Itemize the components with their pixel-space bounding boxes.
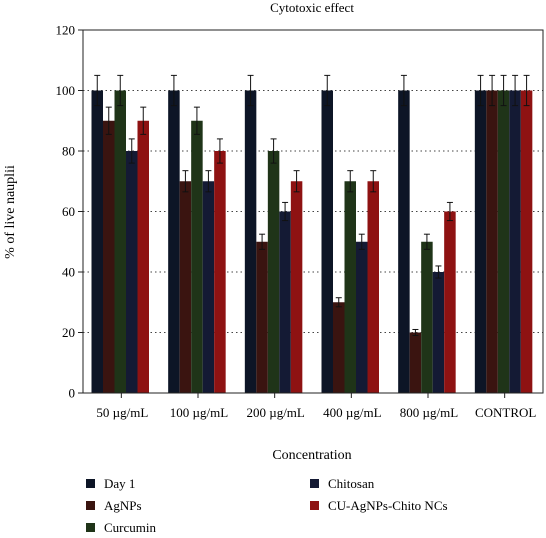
legend-label: AgNPs [104, 498, 142, 513]
legend-swatch [86, 523, 95, 532]
bar [321, 90, 333, 393]
y-tick-label: 80 [62, 144, 75, 159]
legend-label: Day 1 [104, 476, 135, 491]
bar [367, 181, 379, 393]
bar [344, 181, 356, 393]
legend-label: Chitosan [328, 476, 375, 491]
bar [244, 90, 257, 393]
legend-label: CU-AgNPs-Chito NCs [328, 498, 448, 513]
bar [137, 120, 149, 393]
error-bars [94, 74, 530, 337]
bar [474, 90, 487, 393]
bar [267, 151, 280, 393]
bar [214, 151, 226, 393]
legend-swatch [310, 479, 319, 488]
gridlines [83, 90, 543, 333]
bar [356, 241, 368, 393]
bar [191, 120, 203, 393]
bar [126, 151, 138, 393]
x-tick-label: 50 µg/mL [96, 405, 148, 420]
x-axis-ticks: 50 µg/mL 100 µg/mL 200 µg/mL 400 µg/mL 800 µ… [96, 393, 536, 420]
x-tick-label: 400 µg/mL [323, 405, 381, 420]
bar [256, 241, 268, 393]
y-tick-label: 100 [56, 83, 76, 98]
bar [290, 181, 303, 393]
bar [444, 211, 456, 393]
x-tick-label: 100 µg/mL [170, 405, 228, 420]
legend-swatch [86, 479, 95, 488]
y-tick-label: 40 [62, 265, 75, 280]
legend-swatch [310, 501, 319, 510]
bar [432, 272, 445, 393]
bar [398, 90, 410, 393]
bar [202, 181, 215, 393]
bar [509, 90, 521, 393]
y-tick-label: 60 [62, 204, 75, 219]
bar [497, 90, 510, 393]
chart-title: Cytotoxic effect [270, 0, 354, 15]
bar [114, 90, 126, 393]
legend: Day 1 AgNPs Curcumin Chitosan CU-AgNPs-Chito… [86, 476, 448, 535]
bar [520, 90, 533, 393]
bar [486, 90, 498, 393]
bar [179, 181, 192, 393]
x-tick-label: CONTROL [475, 405, 536, 420]
y-axis-ticks: 0 20 40 60 80 100 120 [56, 23, 83, 401]
bar [333, 302, 345, 393]
legend-label: Curcumin [104, 520, 156, 535]
legend-swatch [86, 501, 95, 510]
bar [421, 241, 433, 393]
bar [279, 211, 291, 393]
bar [409, 332, 422, 393]
bar [91, 90, 103, 393]
x-tick-label: 800 µg/mL [400, 405, 458, 420]
y-tick-label: 120 [56, 23, 76, 38]
bar [168, 90, 180, 393]
bar [103, 120, 115, 393]
x-tick-label: 200 µg/mL [246, 405, 304, 420]
bars [91, 90, 533, 393]
y-axis-label: % of live nauplii [3, 165, 18, 259]
x-axis-label: Concentration [272, 448, 351, 463]
y-tick-label: 0 [69, 386, 76, 401]
y-tick-label: 20 [62, 325, 75, 340]
